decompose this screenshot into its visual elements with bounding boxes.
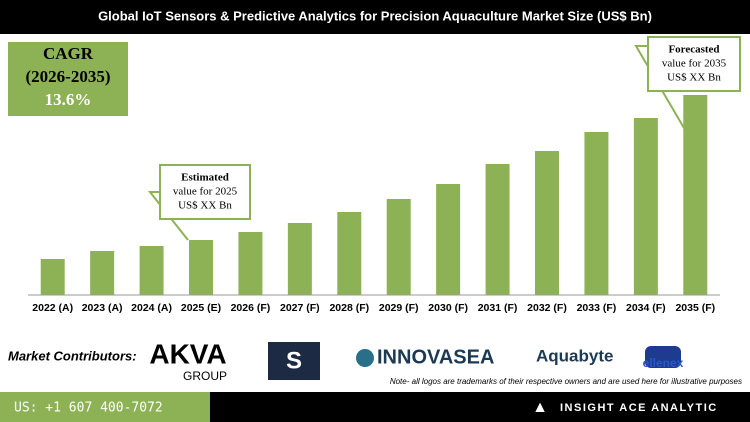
logo: GROUP (183, 369, 227, 383)
x-tick-label: 2027 (F) (280, 302, 320, 314)
bar (683, 95, 708, 295)
bar (238, 232, 263, 295)
annotations: Estimated value for 2025 US$ XX Bn Forecast… (173, 44, 727, 212)
annotation: value for 2025 (173, 186, 238, 198)
logo: ellenex (643, 356, 684, 370)
x-tick-label: 2026 (F) (231, 302, 271, 314)
x-tick-label: 2029 (F) (379, 302, 419, 314)
brand-icon: ▲ (532, 399, 548, 416)
x-tick-label: 2023 (A) (82, 302, 123, 314)
cagr-label: CAGR (43, 44, 94, 63)
x-tick-label: 2022 (A) (32, 302, 73, 314)
bar (386, 199, 411, 295)
x-tick-label: 2032 (F) (527, 302, 567, 314)
logo: INNOVASEA (377, 346, 494, 368)
footer-phone-bar (0, 392, 210, 422)
bar (139, 246, 164, 295)
footer-bar (210, 392, 750, 422)
bar (337, 212, 362, 295)
bar (287, 223, 312, 295)
note: Note- all logos are trademarks of their … (390, 377, 742, 386)
bar (436, 184, 461, 295)
x-tick-label: 2030 (F) (428, 302, 468, 314)
bar (535, 151, 559, 295)
callout-box (159, 164, 251, 220)
annotation: value for 2035 (662, 58, 727, 70)
logo: AKVA (149, 338, 226, 369)
bar (485, 164, 510, 295)
bar (90, 251, 115, 295)
logo-box (645, 346, 681, 368)
bar (584, 132, 609, 295)
chart-title: Global IoT Sensors & Predictive Analytic… (98, 8, 652, 23)
brand: INSIGHT ACE ANALYTIC (560, 402, 718, 414)
x-tick-label: 2034 (F) (626, 302, 666, 314)
header-bar (0, 0, 750, 34)
x-tick-label: 2035 (F) (675, 302, 715, 314)
x-tick-label: 2033 (F) (577, 302, 617, 314)
cagr-value: 13.6% (45, 90, 92, 109)
bar (40, 259, 65, 295)
x-tick-label: 2031 (F) (478, 302, 518, 314)
x-tick-label: 2024 (A) (131, 302, 172, 314)
callout-line (147, 191, 189, 241)
logo-icon (356, 349, 374, 367)
logo-box (268, 342, 320, 380)
annotation: Forecasted (668, 44, 719, 56)
x-tick-label: 2025 (E) (181, 302, 221, 314)
logo: S (286, 347, 302, 374)
contributors-label: Market Contributors: (8, 348, 137, 363)
logo: Aquabyte (536, 346, 613, 365)
callout-box (647, 36, 741, 92)
callout-line (634, 45, 685, 129)
bar (189, 240, 213, 295)
phone: US: +1 607 400-7072 (14, 401, 163, 416)
bar (633, 118, 658, 295)
plot: 2022 (A) 2023 (A) 2024 (A) 2025 (E) 2026 (F)… (28, 95, 720, 314)
annotation: Estimated (181, 172, 229, 184)
annotation: US$ XX Bn (178, 200, 232, 212)
cagr-period: (2026-2035) (26, 67, 111, 86)
cagr-box (8, 42, 128, 116)
annotation: US$ XX Bn (667, 72, 721, 84)
x-tick-label: 2028 (F) (329, 302, 369, 314)
